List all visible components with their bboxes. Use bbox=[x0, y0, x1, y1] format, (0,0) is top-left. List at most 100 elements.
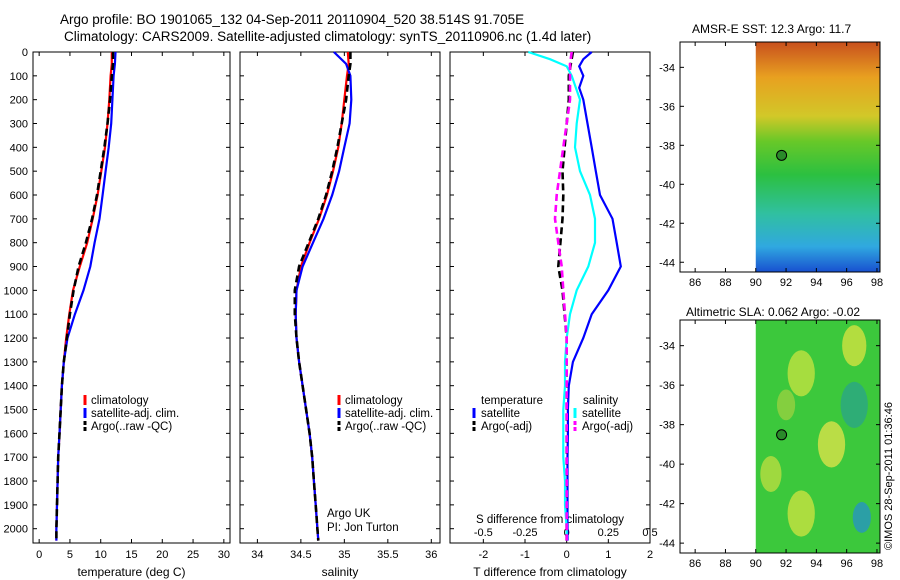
s-tick-label: 0.25 bbox=[598, 527, 619, 539]
series-line-temperature-satellite bbox=[566, 51, 622, 541]
y-tick-label: 1300 bbox=[4, 357, 28, 369]
x-tick-label: 34.5 bbox=[290, 549, 311, 561]
sla-map-title: Altimetric SLA: 0.062 Argo: -0.02 bbox=[686, 305, 861, 319]
y-tick-label: 1900 bbox=[4, 500, 28, 512]
map-frame bbox=[679, 41, 881, 273]
sla-anomaly bbox=[787, 490, 815, 537]
argo-uk-label: Argo UK bbox=[327, 508, 371, 520]
y-tick-label: 500 bbox=[10, 166, 28, 178]
plot-frame bbox=[239, 51, 441, 544]
legend-label: satellite-adj. clim. bbox=[91, 408, 179, 420]
y-tick-label: 1500 bbox=[4, 405, 28, 417]
map-y-tick-label: -44 bbox=[659, 538, 675, 550]
plot-frame bbox=[449, 51, 651, 544]
s-tick-label: -0.5 bbox=[474, 527, 493, 539]
y-tick-label: 100 bbox=[10, 71, 28, 83]
figure-title-line-1: Argo profile: BO 1901065_132 04-Sep-2011… bbox=[60, 12, 525, 27]
map-y-tick-label: -34 bbox=[659, 341, 675, 353]
map-y-tick-label: -40 bbox=[659, 459, 675, 471]
legend-label: satellite-adj. clim. bbox=[345, 408, 433, 420]
x-axis-label: temperature (deg C) bbox=[77, 565, 185, 579]
s-tick-label: -0.25 bbox=[512, 527, 537, 539]
map-x-tick-label: 94 bbox=[810, 277, 822, 289]
sla-anomaly bbox=[760, 456, 782, 492]
map-y-tick-label: -44 bbox=[659, 257, 675, 269]
y-tick-label: 1600 bbox=[4, 428, 28, 440]
legend-label: climatology bbox=[345, 395, 403, 407]
map-frame bbox=[679, 319, 881, 554]
map-y-tick-label: -40 bbox=[659, 179, 675, 191]
map-y-tick-label: -42 bbox=[659, 499, 675, 511]
sla-anomaly bbox=[840, 381, 868, 429]
salinity-panel: 34 34.5 35 35.5 36 salinity climatologysatelli… bbox=[239, 51, 441, 579]
sla-anomaly bbox=[776, 389, 796, 421]
y-tick-label: 800 bbox=[10, 238, 28, 250]
map-x-tick-label: 96 bbox=[841, 277, 853, 289]
map-x-tick-label: 92 bbox=[780, 277, 792, 289]
sst-map-title: AMSR-E SST: 12.3 Argo: 11.7 bbox=[692, 22, 852, 36]
y-tick-label: 1200 bbox=[4, 333, 28, 345]
series-line-salinity-satellite bbox=[527, 50, 597, 541]
map-x-tick-label: 98 bbox=[871, 277, 883, 289]
sla-anomaly bbox=[842, 325, 867, 367]
sla-anomaly bbox=[817, 421, 846, 468]
temperature-panel: 0100200300400500600700800900100011001200… bbox=[4, 47, 231, 579]
x-tick-label: 1 bbox=[605, 549, 611, 561]
plot-frame bbox=[32, 51, 231, 544]
y-tick-label: 1400 bbox=[4, 381, 28, 393]
x-tick-label: 0 bbox=[564, 549, 570, 561]
y-tick-label: 1000 bbox=[4, 285, 28, 297]
legend-label: Argo(..raw -QC) bbox=[91, 421, 172, 433]
y-tick-label: 1700 bbox=[4, 452, 28, 464]
x-tick-label: 25 bbox=[187, 549, 199, 561]
map-x-tick-label: 92 bbox=[780, 558, 792, 570]
y-tick-label: 900 bbox=[10, 262, 28, 274]
sst-field bbox=[755, 42, 880, 272]
map-x-tick-label: 88 bbox=[719, 558, 731, 570]
legend-label: satellite bbox=[582, 408, 621, 420]
map-y-tick-label: -38 bbox=[659, 420, 675, 432]
map-x-tick-label: 90 bbox=[750, 277, 762, 289]
y-tick-label: 400 bbox=[10, 142, 28, 154]
legend-label: Argo(..raw -QC) bbox=[345, 421, 426, 433]
map-y-tick-label: -36 bbox=[659, 101, 675, 113]
x-tick-label: 35 bbox=[338, 549, 350, 561]
series-line-satellite-adj-clim- bbox=[55, 51, 117, 541]
y-tick-label: 200 bbox=[10, 95, 28, 107]
map-y-tick-label: -42 bbox=[659, 218, 675, 230]
x-tick-label: -1 bbox=[520, 549, 530, 561]
map-x-tick-label: 86 bbox=[689, 277, 701, 289]
x-tick-label: 10 bbox=[95, 549, 107, 561]
x-tick-label: 20 bbox=[156, 549, 168, 561]
x-tick-label: 0 bbox=[36, 549, 42, 561]
legend-header-temperature: temperature bbox=[481, 395, 543, 407]
map-x-tick-label: 90 bbox=[750, 558, 762, 570]
x-tick-label: 34 bbox=[251, 549, 263, 561]
sla-map-panel: 86 88 90 92 94 96 98 -34 -36 -38 -40 -42 -44 bbox=[659, 319, 883, 570]
x-tick-label: 2 bbox=[647, 549, 653, 561]
map-x-tick-label: 98 bbox=[871, 558, 883, 570]
x-tick-label: 36 bbox=[425, 549, 437, 561]
x-tick-label: 30 bbox=[218, 549, 230, 561]
figure-title-line-2: Climatology: CARS2009. Satellite-adjuste… bbox=[64, 29, 592, 44]
argo-float-marker bbox=[776, 149, 788, 161]
sla-anomaly-blobs bbox=[760, 325, 871, 537]
sst-map-panel: 86 88 90 92 94 96 98 -34 -36 -38 -40 -42 -44 bbox=[659, 41, 883, 289]
map-y-tick-label: -36 bbox=[659, 380, 675, 392]
y-tick-label: 300 bbox=[10, 119, 28, 131]
x-axis-label: T difference from climatology bbox=[473, 565, 627, 579]
x-tick-label: 35.5 bbox=[377, 549, 398, 561]
y-tick-label: 2000 bbox=[4, 524, 28, 536]
series-line-argo-raw-qc- bbox=[293, 52, 352, 541]
map-x-tick-label: 86 bbox=[689, 558, 701, 570]
legend-label: Argo(-adj) bbox=[582, 421, 633, 433]
map-x-tick-label: 94 bbox=[810, 558, 822, 570]
x-axis-label: salinity bbox=[322, 565, 359, 579]
map-x-tick-label: 88 bbox=[719, 277, 731, 289]
x-tick-label: 15 bbox=[125, 549, 137, 561]
pi-label: PI: Jon Turton bbox=[327, 522, 399, 534]
map-y-tick-label: -38 bbox=[659, 140, 675, 152]
legend-label: satellite bbox=[481, 408, 520, 420]
y-tick-label: 700 bbox=[10, 214, 28, 226]
